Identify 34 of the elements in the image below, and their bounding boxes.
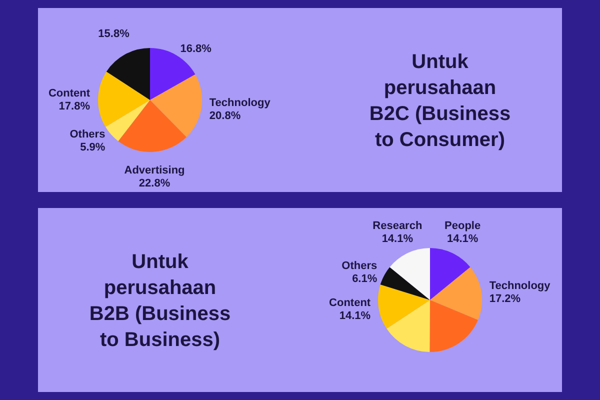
- data-label: 5.9%: [80, 141, 106, 154]
- slice-label: Technology: [209, 96, 272, 109]
- data-label: 17.2%: [489, 292, 521, 305]
- data-label: 22.8%: [138, 177, 170, 190]
- slice-label: Technology: [489, 280, 552, 292]
- text: Untuk perusahaan B2C (Business to Consumer): [369, 51, 511, 151]
- pie-slice: [430, 248, 470, 300]
- pie-slice: [380, 267, 430, 300]
- pie-slice: [150, 74, 202, 138]
- pie-slice: [98, 72, 150, 127]
- pie-slice: [378, 284, 430, 329]
- pie-slice: [430, 300, 478, 352]
- data-label: 14.1%: [446, 232, 478, 245]
- slice-label: Others: [342, 260, 378, 272]
- pie-slice: [105, 100, 150, 142]
- slice-label: Content: [48, 87, 90, 100]
- text: Untuk perusahaan B2B (Business to Business): [89, 251, 231, 351]
- slice-label: Research: [372, 220, 422, 232]
- pie-slice: [430, 267, 482, 320]
- data-label: 14.1%: [382, 232, 414, 245]
- pie-slice: [106, 48, 150, 100]
- pie-slice: [118, 100, 186, 152]
- data-label: 6.1%: [352, 273, 378, 286]
- pie-slice: [386, 300, 430, 352]
- data-label: 20.8%: [209, 110, 241, 122]
- data-label: 14.1%: [339, 310, 371, 322]
- data-label: 15.8%: [98, 28, 130, 40]
- data-label: 17.8%: [58, 100, 90, 112]
- slice-label: People: [444, 220, 481, 232]
- data-label: 16.8%: [180, 43, 212, 56]
- pie-slice: [390, 248, 430, 300]
- slice-label: Advertising: [124, 164, 185, 176]
- slice-label: Content: [329, 296, 371, 309]
- slice-label: Others: [70, 128, 106, 140]
